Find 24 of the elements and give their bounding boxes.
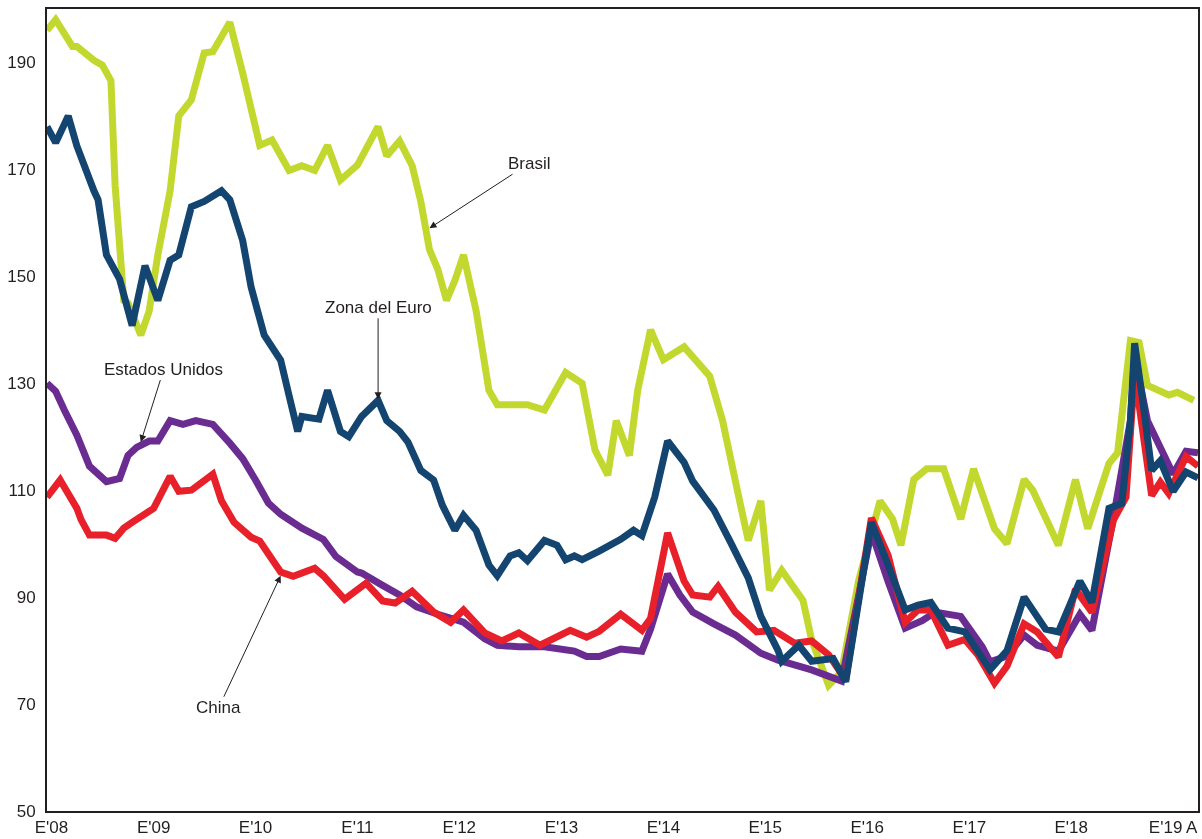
- x-tick-label: E'11: [341, 818, 374, 838]
- x-tick-label: E'16: [850, 818, 884, 838]
- x-tick-label: E'19 A: [1148, 818, 1199, 838]
- y-tick-label: 50: [16, 801, 36, 821]
- x-tick-label: E'10: [238, 818, 273, 838]
- y-tick-label: 190: [7, 53, 36, 73]
- x-tick-label: E'13: [544, 818, 579, 838]
- annotation: Zona del Euro: [325, 298, 432, 317]
- x-tick-label: E'15: [748, 818, 783, 838]
- annotation: China: [196, 698, 241, 717]
- x-tick-label: E'17: [952, 818, 987, 838]
- y-tick-label: 170: [7, 160, 36, 180]
- y-tick-label: 130: [7, 374, 36, 394]
- x-tick-label: E'18: [1054, 818, 1089, 838]
- annotation: Brasil: [508, 154, 551, 173]
- x-tick-label: E'12: [442, 818, 477, 838]
- y-tick-label: 150: [7, 267, 36, 287]
- y-tick-label: 110: [8, 481, 36, 501]
- x-tick-label: E'14: [646, 818, 681, 838]
- x-tick-label: E'08: [34, 818, 69, 838]
- y-tick-label: 90: [16, 588, 36, 608]
- y-tick-label: 70: [16, 695, 36, 715]
- annotation: Estados Unidos: [104, 360, 224, 379]
- x-tick-label: E'09: [136, 818, 171, 838]
